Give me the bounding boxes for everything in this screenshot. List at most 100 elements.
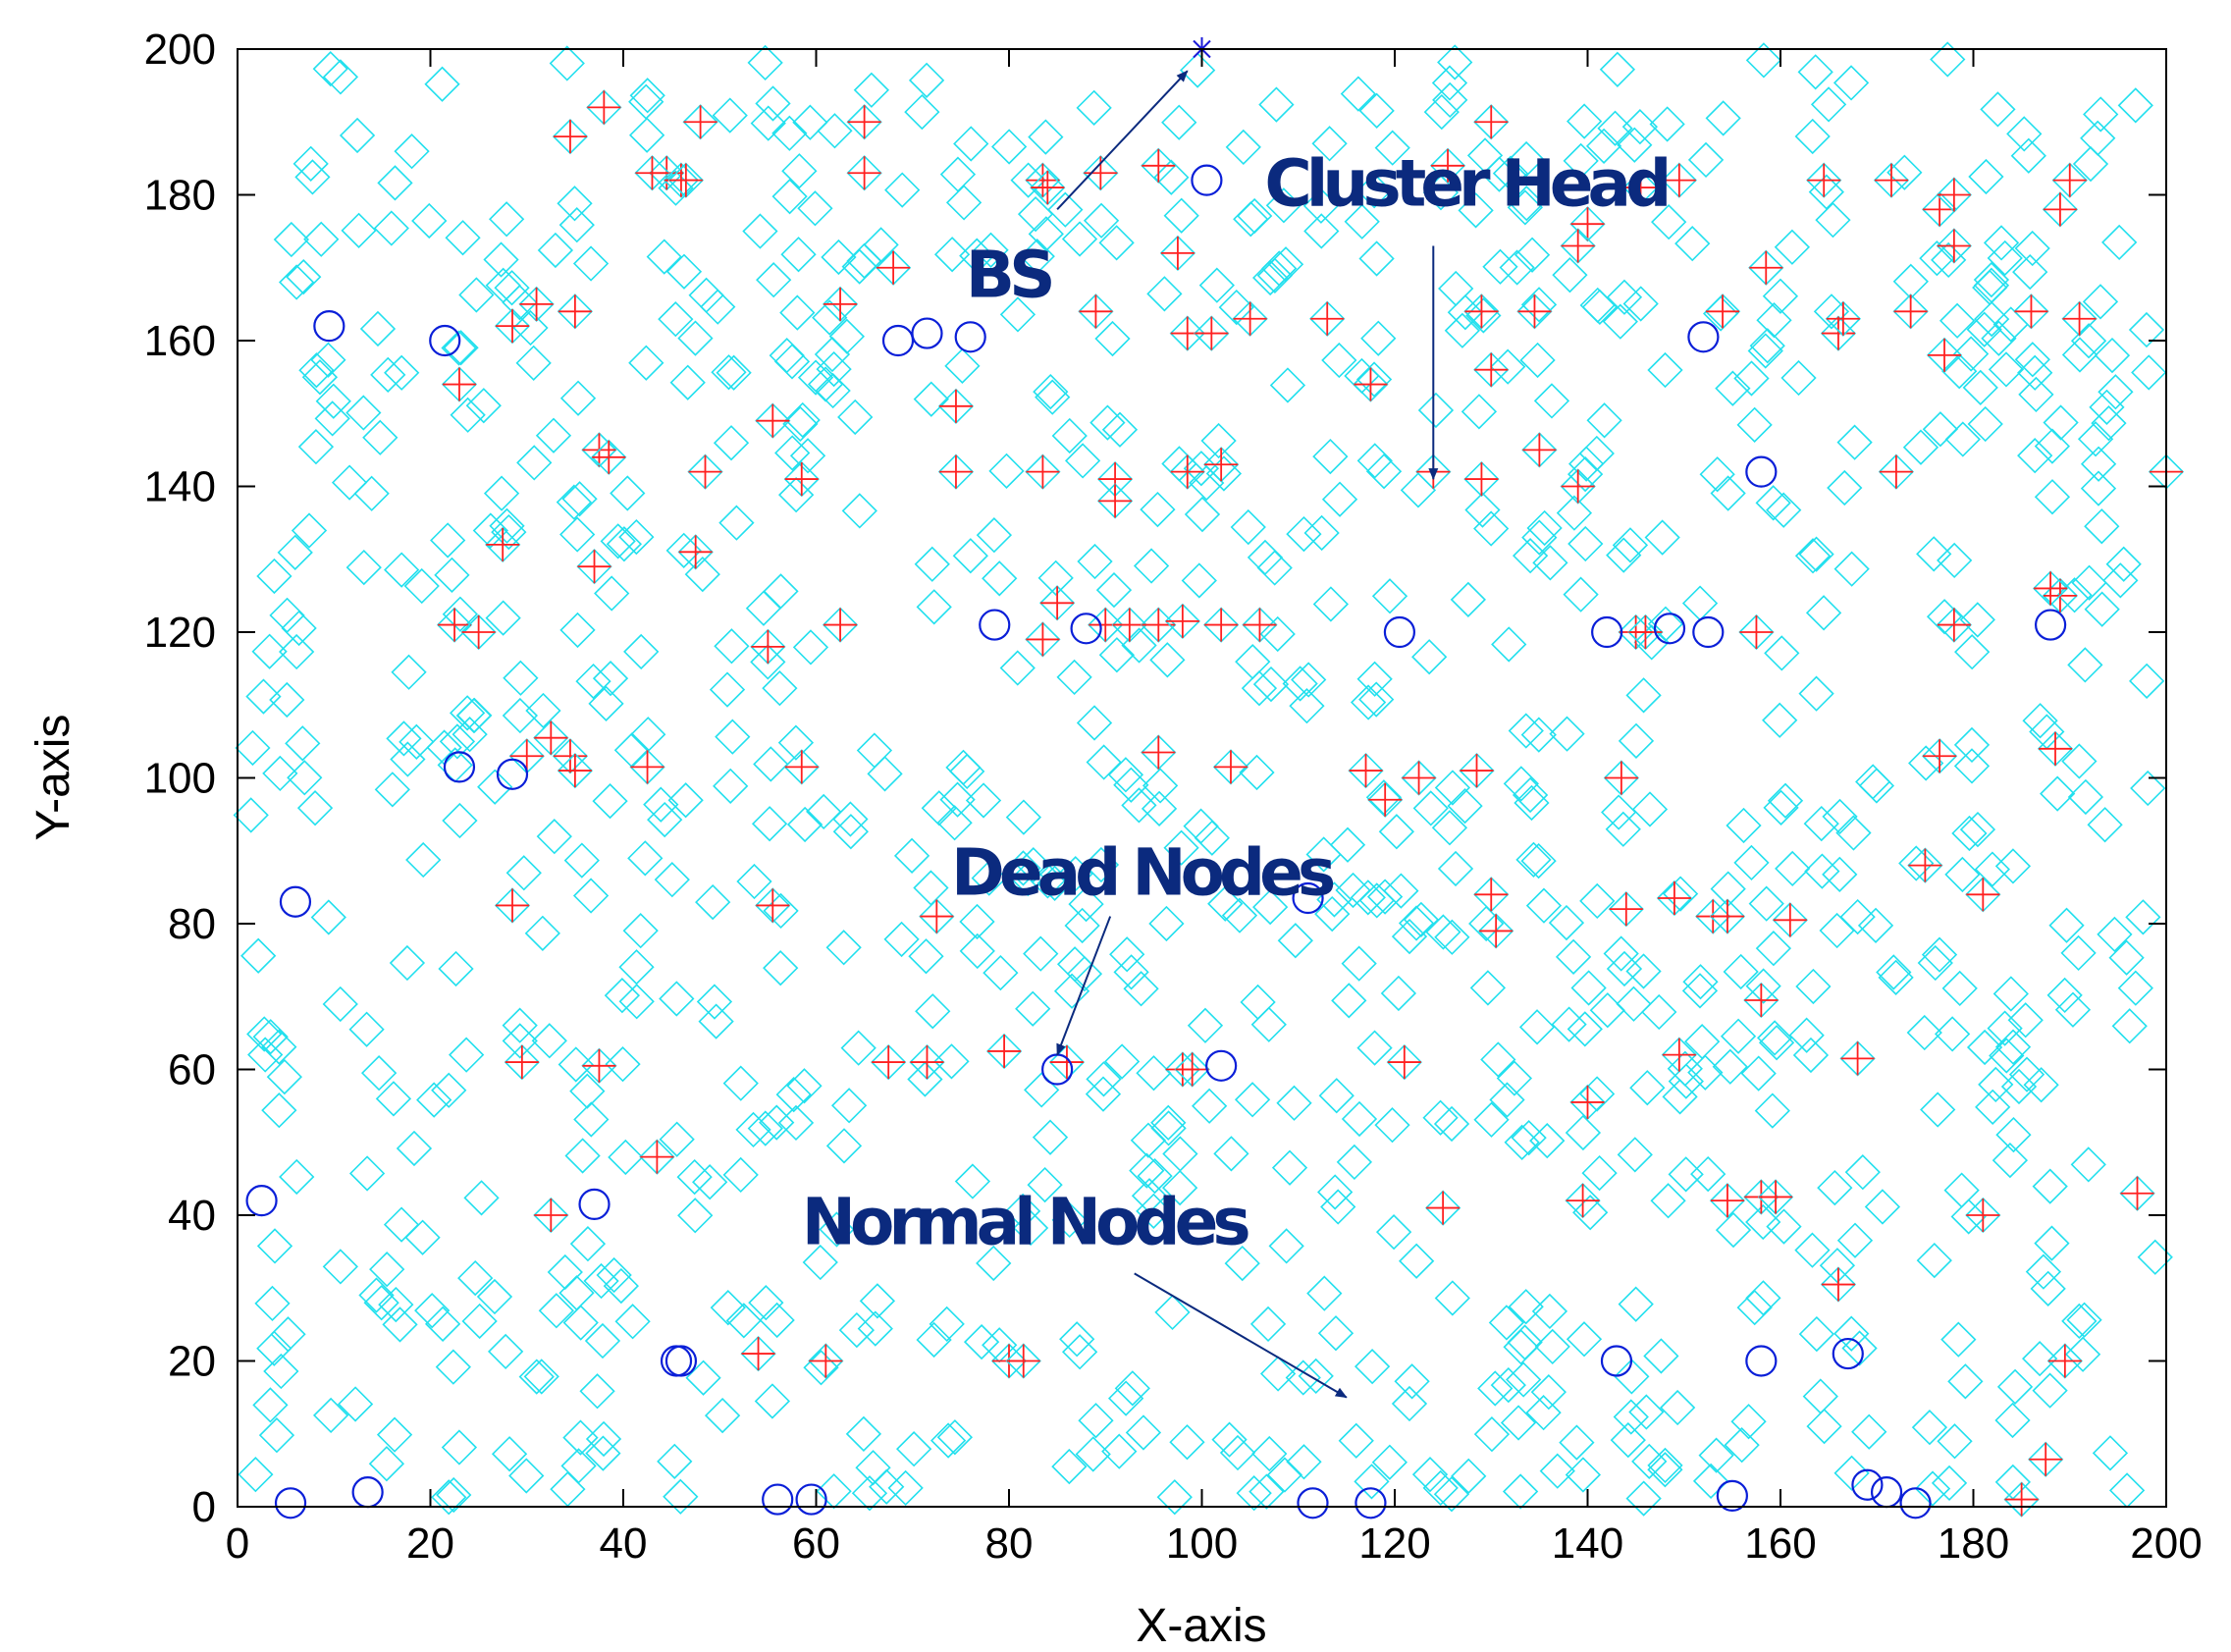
normal-node-marker — [374, 772, 410, 808]
normal-node-marker — [1940, 1321, 1977, 1358]
normal-node-marker — [817, 113, 853, 149]
normal-node-marker — [1114, 1370, 1150, 1407]
normal-node-marker — [2089, 389, 2125, 425]
normal-node-marker — [1525, 887, 1563, 924]
normal-node-marker — [596, 1256, 632, 1294]
normal-node-marker — [2072, 145, 2109, 183]
normal-node-marker — [698, 1003, 734, 1039]
normal-node-marker — [1507, 189, 1543, 226]
normal-node-marker — [1161, 1169, 1198, 1206]
normal-node-marker — [286, 258, 322, 295]
cluster-head-marker — [1704, 293, 1741, 330]
normal-node-marker — [1992, 1142, 2029, 1179]
normal-node-marker — [722, 1156, 759, 1194]
normal-node-marker — [1794, 1232, 1831, 1268]
normal-node-marker — [1508, 713, 1544, 749]
normal-node-marker — [608, 1139, 644, 1176]
normal-node-marker — [1187, 1007, 1224, 1043]
normal-node-marker — [1941, 353, 1978, 390]
normal-node-marker — [1794, 118, 1831, 155]
cluster-head-marker — [1141, 147, 1177, 184]
normal-node-marker — [287, 760, 323, 796]
normal-node-marker — [1625, 1480, 1662, 1517]
normal-node-marker — [1804, 853, 1840, 889]
normal-node-marker — [1004, 1193, 1041, 1229]
normal-node-marker — [859, 1283, 896, 1319]
normal-node-marker — [1425, 914, 1461, 950]
normal-node-marker — [2061, 743, 2098, 779]
dead-node-marker — [245, 1185, 278, 1217]
normal-node-marker — [556, 484, 593, 520]
normal-node-marker — [1336, 1144, 1373, 1181]
normal-node-marker — [245, 678, 282, 715]
normal-node-marker — [841, 493, 877, 529]
cluster-head-marker — [1709, 898, 1746, 934]
normal-node-marker — [1136, 1193, 1172, 1229]
normal-node-marker — [1566, 1321, 1603, 1358]
normal-node-marker — [1450, 581, 1486, 618]
x-tick-label: 0 — [226, 1519, 249, 1568]
normal-node-marker — [1567, 525, 1604, 562]
dead-node-marker — [1851, 1468, 1884, 1501]
normal-node-marker — [1076, 705, 1113, 741]
normal-node-marker — [396, 1130, 433, 1167]
dead-node-marker — [443, 751, 476, 783]
normal-node-marker — [1941, 970, 1978, 1007]
normal-node-marker — [1129, 1152, 1165, 1189]
normal-node-marker — [442, 802, 478, 839]
normal-node-marker — [2067, 778, 2104, 816]
normal-node-marker — [1169, 1424, 1205, 1461]
normal-node-marker — [1012, 1209, 1049, 1247]
normal-node-marker — [930, 1422, 967, 1459]
normal-node-marker — [1464, 492, 1501, 528]
normal-node-marker — [1651, 204, 1687, 240]
normal-node-marker — [606, 526, 643, 562]
normal-node-marker — [562, 1419, 599, 1456]
normal-node-marker — [1780, 359, 1817, 397]
normal-node-marker — [246, 1016, 283, 1052]
normal-node-marker — [1317, 1315, 1355, 1352]
normal-node-marker — [353, 475, 390, 511]
normal-node-marker — [1383, 873, 1419, 909]
normal-node-marker — [277, 534, 313, 570]
normal-node-marker — [1148, 905, 1185, 942]
normal-node-marker — [1056, 659, 1092, 696]
normal-node-marker — [1992, 976, 2029, 1012]
normal-node-marker — [322, 59, 359, 95]
normal-node-marker — [1529, 1122, 1566, 1159]
normal-node-marker — [658, 301, 694, 338]
cluster-head-marker — [1169, 453, 1205, 490]
normal-node-marker — [773, 344, 811, 380]
normal-node-marker — [1482, 248, 1518, 285]
normal-node-marker — [1491, 626, 1527, 663]
normal-node-marker — [1681, 973, 1719, 1009]
normal-node-marker — [443, 330, 479, 366]
normal-node-marker — [1715, 370, 1751, 406]
normal-node-marker — [2032, 1168, 2068, 1204]
normal-node-marker — [929, 1306, 965, 1343]
normal-node-marker — [1602, 303, 1638, 340]
normal-node-marker — [1930, 41, 1966, 78]
normal-node-marker — [1266, 1457, 1303, 1493]
normal-node-marker — [695, 883, 731, 921]
cluster-head-marker — [494, 308, 531, 345]
cluster-head-marker — [1078, 293, 1114, 330]
normal-node-marker — [816, 1473, 852, 1510]
normal-node-marker — [1207, 885, 1244, 922]
normal-node-marker — [585, 1435, 621, 1471]
normal-node-marker — [759, 1104, 795, 1141]
normal-node-marker — [1259, 1356, 1297, 1392]
annotation-label: Dead Nodes — [951, 834, 1334, 910]
normal-node-marker — [1230, 508, 1266, 546]
normal-node-marker — [322, 1249, 358, 1285]
y-tick-label: 0 — [192, 1483, 216, 1531]
normal-node-marker — [1919, 240, 1955, 277]
normal-node-marker — [1451, 1458, 1487, 1494]
annotation-label: Normal Nodes — [802, 1185, 1249, 1260]
normal-node-marker — [869, 1468, 905, 1505]
normal-node-marker — [430, 522, 466, 559]
dead-node-marker — [1297, 1487, 1329, 1519]
cluster-head-marker — [1560, 228, 1596, 264]
cluster-head-marker — [2032, 570, 2069, 607]
normal-node-marker — [713, 768, 749, 804]
